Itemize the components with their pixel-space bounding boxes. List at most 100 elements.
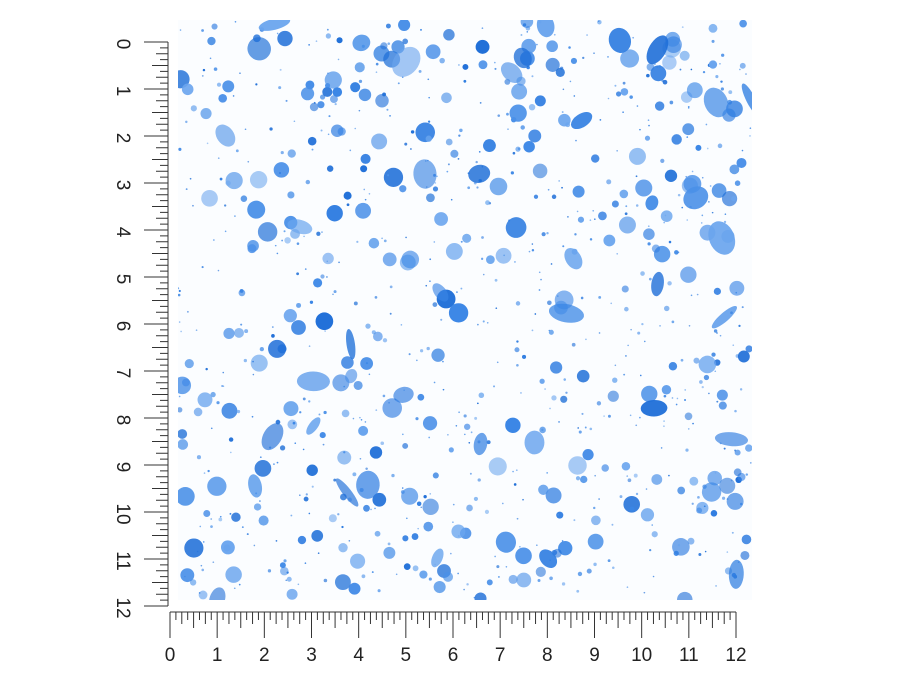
paint-dot — [190, 105, 197, 112]
paint-dot — [729, 280, 745, 296]
paint-dot — [287, 419, 298, 430]
paint-dot — [713, 287, 721, 295]
paint-dot — [687, 428, 690, 430]
paint-dot — [549, 576, 553, 581]
paint-dot — [216, 401, 220, 405]
paint-dot — [686, 82, 703, 99]
paint-dot — [429, 280, 431, 283]
paint-dot — [515, 301, 521, 306]
paint-dot — [358, 88, 372, 102]
paint-blot — [714, 432, 749, 447]
paint-dot — [441, 92, 452, 104]
paint-dot — [573, 95, 576, 97]
paint-dot — [741, 149, 744, 152]
paint-dot — [510, 116, 517, 123]
paint-dot — [548, 329, 554, 335]
paint-dot — [534, 313, 537, 315]
paint-dot — [663, 305, 670, 312]
paint-dot — [520, 33, 523, 36]
paint-blot — [513, 47, 532, 69]
paint-dot — [558, 541, 573, 556]
paint-dot — [558, 180, 560, 182]
paint-dot — [369, 446, 383, 459]
paint-dot — [704, 550, 707, 553]
paint-dot — [201, 189, 218, 207]
paint-dot — [443, 571, 454, 582]
paint-dot — [247, 160, 250, 163]
paint-dot — [206, 142, 209, 145]
paint-dot — [210, 518, 213, 520]
paint-dot — [647, 225, 650, 227]
paint-dot — [397, 82, 400, 85]
paint-dot — [178, 287, 180, 290]
paint-dot — [359, 457, 362, 460]
paint-dot — [276, 252, 279, 255]
paint-dot — [210, 427, 213, 430]
paint-dot — [714, 472, 717, 474]
paint-dot — [505, 417, 521, 434]
paint-dot — [575, 139, 577, 142]
paint-dot — [305, 493, 308, 496]
paint-dot — [540, 278, 542, 281]
paint-dot — [482, 273, 485, 276]
paint-dot — [573, 519, 576, 522]
paint-dot — [432, 302, 438, 307]
paint-dot — [259, 500, 261, 502]
paint-dot — [639, 374, 642, 377]
paint-dot — [364, 198, 367, 201]
paint-dot — [179, 29, 182, 31]
paint-dot — [426, 346, 430, 351]
paint-dot — [185, 188, 188, 191]
paint-dot — [496, 565, 500, 569]
paint-dot — [482, 320, 485, 323]
paint-blot — [500, 62, 523, 84]
paint-dot — [707, 470, 722, 486]
paint-dot — [213, 67, 218, 71]
paint-dot — [296, 272, 300, 276]
paint-dot — [232, 95, 235, 97]
paint-dot — [736, 157, 747, 168]
paint-dot — [398, 20, 411, 31]
paint-dot — [682, 123, 695, 136]
paint-dot — [406, 517, 408, 520]
paint-dot — [668, 362, 678, 371]
paint-dot — [210, 525, 213, 528]
paint-dot — [534, 95, 546, 107]
paint-dot — [738, 324, 741, 327]
paint-dot — [669, 100, 674, 105]
paint-dot — [271, 326, 274, 328]
paint-dot — [662, 79, 668, 85]
paint-dot — [278, 86, 282, 90]
paint-dot — [279, 445, 286, 451]
paint-dot — [708, 392, 710, 395]
ruler-label: 3 — [112, 180, 133, 191]
paint-dot — [557, 513, 560, 516]
paint-dot — [338, 542, 348, 553]
paint-dot — [494, 61, 496, 64]
paint-dot — [216, 82, 222, 87]
paint-dot — [647, 242, 651, 246]
paint-dot — [677, 591, 693, 600]
paint-dot — [368, 192, 371, 195]
paint-dot — [646, 63, 655, 71]
paint-dot — [478, 60, 488, 70]
paint-dot — [641, 385, 658, 403]
paint-dot — [415, 122, 435, 143]
paint-dot — [218, 93, 228, 103]
paint-dot — [494, 278, 498, 282]
paint-dot — [315, 40, 318, 42]
paint-dot — [401, 250, 420, 269]
paint-dot — [207, 476, 227, 496]
paint-dot — [645, 488, 648, 490]
paint-dot — [273, 463, 275, 465]
paint-dot — [589, 427, 593, 431]
paint-dot — [324, 71, 342, 89]
paint-dot — [629, 506, 635, 512]
paint-dot — [597, 20, 600, 23]
paint-dot — [325, 33, 332, 39]
paint-blot — [608, 27, 632, 53]
paint-blot — [711, 305, 738, 329]
paint-dot — [651, 244, 661, 253]
paint-dot — [493, 385, 496, 388]
paint-dot — [721, 496, 726, 500]
